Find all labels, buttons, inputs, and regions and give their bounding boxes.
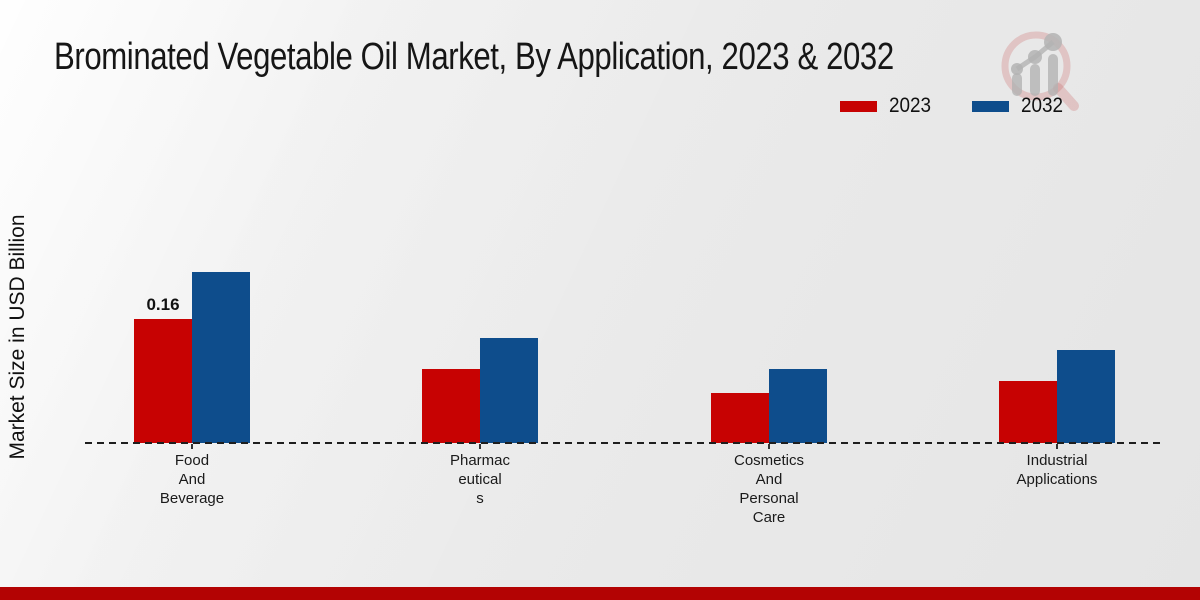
category-label-industrial-applications: Industrial Applications	[1016, 452, 1098, 488]
category-label-pharmaceuticals: Pharmac eutical s	[449, 452, 511, 507]
bar-2032-pharmaceuticals	[480, 338, 538, 443]
legend-item-2023: 2023	[840, 94, 936, 118]
legend: 2023 2032	[840, 94, 1067, 118]
bar-2023-cosmetics-and-personal-care	[711, 393, 769, 443]
bar-2032-industrial-applications	[1057, 350, 1115, 443]
legend-label-2023: 2023	[889, 94, 932, 117]
x-axis-tick-industrial-applications	[1056, 444, 1058, 449]
category-label-cosmetics-and-personal-care: Cosmetics And Personal Care	[733, 452, 805, 526]
legend-swatch-2023	[840, 100, 877, 112]
value-label-2023-food-and-beverage: 0.16	[146, 295, 180, 314]
legend-item-2032: 2032	[971, 94, 1068, 118]
legend-label-2032: 2032	[1020, 94, 1063, 117]
category-label-food-and-beverage: Food And Beverage	[159, 452, 225, 507]
x-axis-baseline	[85, 442, 1163, 444]
legend-swatch-2032	[971, 100, 1009, 112]
x-axis-tick-cosmetics-and-personal-care	[768, 444, 770, 449]
bar-2032-cosmetics-and-personal-care	[769, 369, 827, 443]
footer-accent-bar	[0, 587, 1200, 600]
x-axis-tick-food-and-beverage	[191, 444, 193, 449]
x-axis-tick-pharmaceuticals	[479, 444, 481, 449]
bar-2023-pharmaceuticals	[422, 369, 480, 443]
brand-logo-icon	[1001, 31, 1079, 111]
chart-title: Brominated Vegetable Oil Market, By Appl…	[54, 36, 894, 78]
bar-2023-food-and-beverage	[134, 319, 192, 443]
bar-2023-industrial-applications	[999, 381, 1057, 443]
bar-2032-food-and-beverage	[192, 272, 250, 443]
